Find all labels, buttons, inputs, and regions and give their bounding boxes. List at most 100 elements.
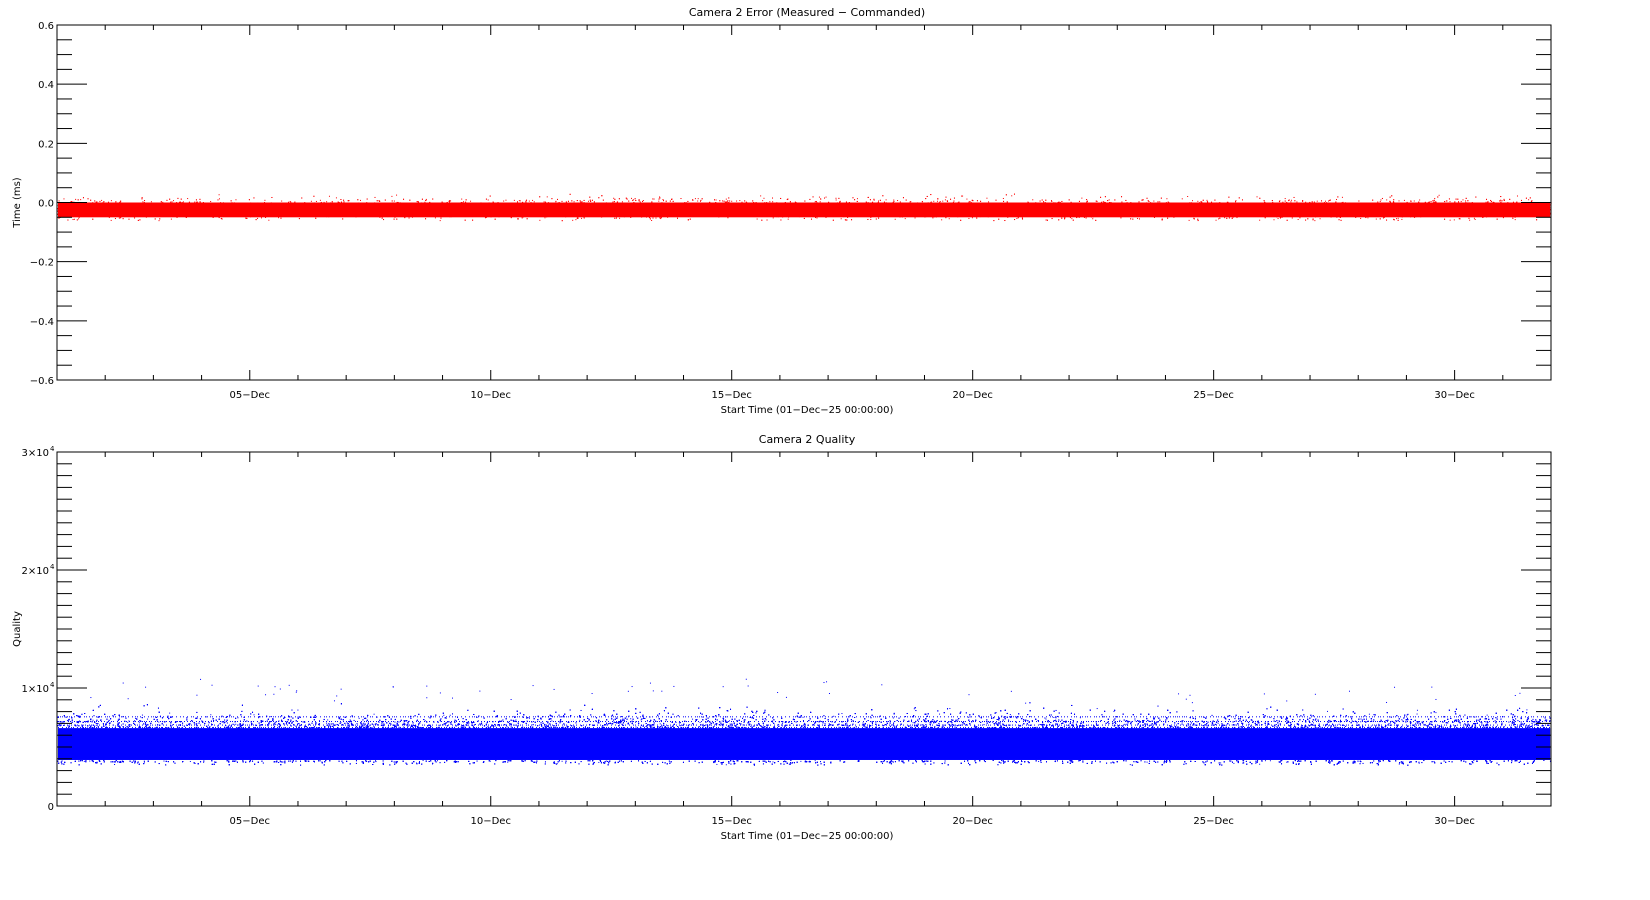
data-point [328,212,330,214]
data-band-strip [711,202,713,218]
data-band-strip [1099,202,1101,218]
data-point [816,210,818,212]
data-band-strip [764,202,766,218]
data-band-strip [1186,202,1188,218]
data-point [297,207,299,209]
data-point [353,206,355,208]
data-point [304,204,306,206]
data-point [624,210,626,212]
data-band-strip [852,202,854,218]
data-point [1471,203,1473,205]
data-band-strip [1024,202,1026,218]
data-point [1081,197,1083,199]
data-band-strip [828,202,830,218]
data-band-strip [521,202,523,218]
data-band-strip [286,202,288,218]
data-band-strip [431,202,433,218]
data-point [70,210,72,212]
data-point [745,213,747,215]
data-point [585,205,587,207]
data-band-strip [949,202,951,218]
data-point [862,208,864,210]
data-point [1206,201,1208,203]
data-point [283,212,285,214]
data-band-strip [174,202,176,218]
data-point [886,207,888,209]
data-band-strip [1361,202,1363,218]
data-point [1021,211,1023,213]
data-band-strip [454,202,456,218]
data-point [519,207,521,209]
data-point [1429,211,1431,213]
data-point [1174,209,1176,211]
data-point [1497,204,1499,206]
data-point [1514,219,1516,221]
data-band-strip [954,202,956,218]
data-point [784,208,786,210]
data-point [270,202,272,204]
data-band-strip [1101,202,1103,218]
data-point [1158,204,1160,206]
data-point [834,216,836,218]
data-point [288,209,290,211]
data-point [1016,204,1018,206]
data-point [1361,210,1363,212]
data-point [1024,210,1026,212]
data-band-strip [333,202,335,218]
data-point [601,216,603,218]
data-point [936,200,938,202]
data-point [1203,213,1205,215]
data-point [1112,213,1114,215]
data-point [948,218,950,220]
data-point [1103,203,1105,205]
data-point [1511,215,1513,217]
data-point [574,208,576,210]
data-point [731,203,733,205]
data-point [1387,204,1389,206]
data-point [555,202,557,204]
data-point [962,195,964,197]
data-point [891,211,893,213]
data-point [646,206,648,208]
data-band-strip [1305,202,1307,218]
data-point [420,206,422,208]
data-point [587,205,589,207]
data-point [1010,207,1012,209]
data-point [81,206,83,208]
data-band-strip [198,202,200,218]
data-band-strip [165,202,167,218]
data-point [1296,208,1298,210]
data-band-strip [630,202,632,218]
data-band-strip [114,202,116,218]
data-point [844,207,846,209]
data-point [1090,208,1092,210]
data-point [1529,215,1531,217]
data-point [109,207,111,209]
data-band-strip [712,202,714,218]
data-point [1393,218,1395,220]
data-point [450,215,452,217]
data-band-strip [778,202,780,218]
data-band-strip [1218,202,1220,218]
data-point [351,204,353,206]
data-band-strip [1179,202,1181,218]
data-point [903,206,905,208]
data-point [1170,215,1172,217]
data-point [434,210,436,212]
data-point [186,206,188,208]
data-point [951,209,953,211]
data-point [1456,202,1458,204]
data-point [1200,213,1202,215]
data-band-strip [1045,202,1047,218]
data-band-strip [1335,202,1337,218]
data-band-strip [103,202,105,218]
data-band-strip [223,202,225,218]
data-band-strip [1016,202,1018,218]
data-point [493,204,495,206]
data-point [1461,210,1463,212]
data-point [1018,203,1020,205]
data-point [579,211,581,213]
data-band-strip [932,202,934,218]
data-band-strip [68,202,70,218]
data-point [609,202,611,204]
